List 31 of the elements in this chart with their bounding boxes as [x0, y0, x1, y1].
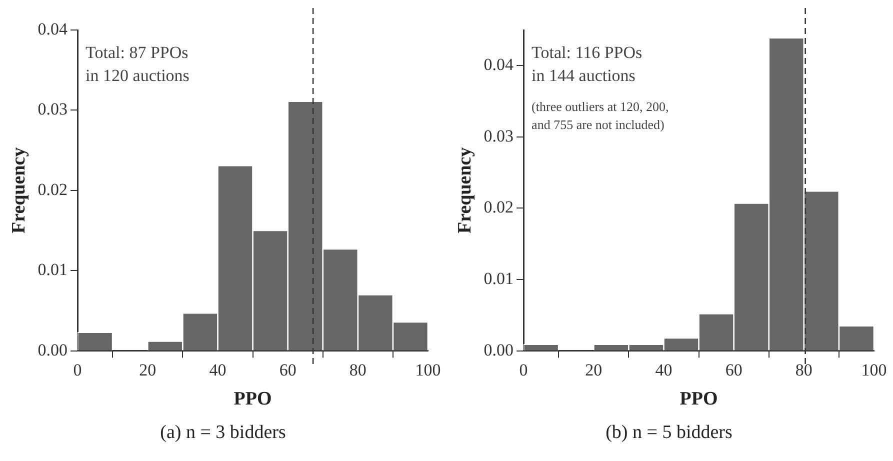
x-axis-title: PPO: [234, 388, 272, 410]
x-tick-label: 60: [279, 360, 296, 380]
y-tick-label: 0.04: [38, 19, 68, 38]
y-tick-label: 0.02: [484, 198, 514, 217]
text: (b) n = 5 bidders: [604, 422, 734, 444]
y-tick-label: 0.04: [484, 55, 514, 74]
y-axis-title: Frequency: [8, 146, 30, 234]
x-tick-label: 80: [795, 360, 812, 380]
y-tick-label: 0.01: [38, 260, 68, 280]
x-tick-label: 100: [415, 360, 441, 380]
x-tick-label: 20: [139, 360, 156, 380]
x-tick-label: 0: [519, 360, 528, 380]
y-tick-label: 0.01: [484, 268, 514, 288]
y-tick-label: 0.03: [484, 126, 514, 146]
x-tick-label: 60: [725, 360, 742, 380]
x-tick-label: 40: [655, 360, 672, 380]
annotation: Total: 116 PPOs in 144 auctions: [532, 42, 642, 87]
x-tick-label: 80: [349, 360, 366, 380]
annotation: Total: 87 PPOs in 120 auctions: [86, 42, 190, 87]
y-tick-label: 0.03: [38, 100, 68, 119]
x-tick-label: 0: [73, 360, 82, 380]
text: (a) n = 3 bidders: [159, 422, 287, 444]
y-tick-label: 0.00: [38, 340, 68, 360]
y-tick-label: 0.00: [484, 340, 514, 360]
y-axis-title: Frequency: [454, 146, 476, 234]
annotation: (three outliers at 120, 200, and 755 are not included): [532, 98, 669, 134]
x-tick-label: 40: [209, 360, 226, 380]
x-axis-title: PPO: [680, 388, 718, 410]
x-tick-label: 100: [861, 360, 887, 380]
x-tick-label: 20: [585, 360, 602, 380]
y-tick-label: 0.02: [38, 180, 68, 199]
